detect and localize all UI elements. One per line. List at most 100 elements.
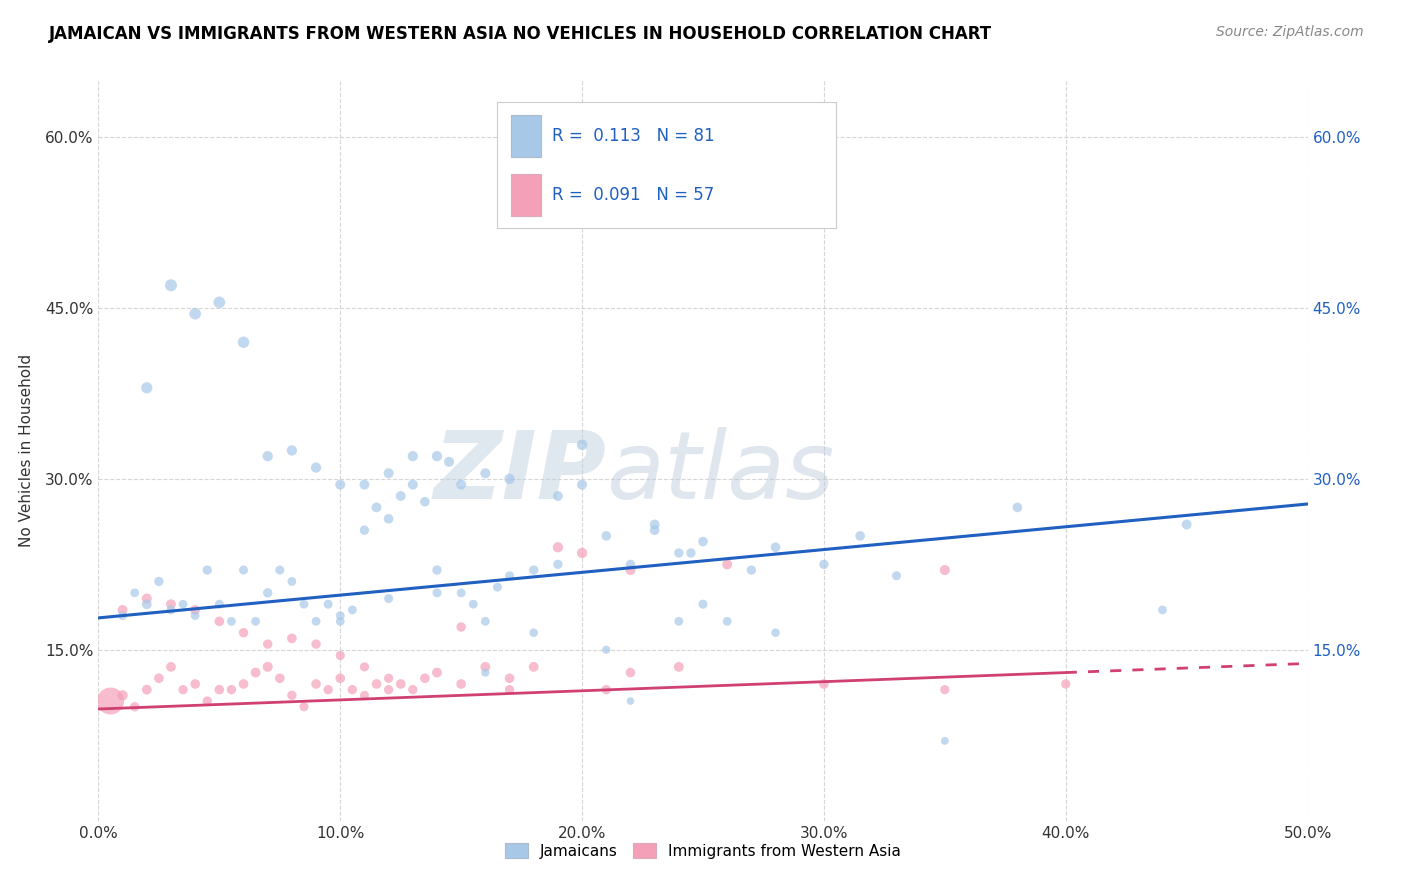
Point — [100, 694, 122, 708]
Point — [292, 699, 315, 714]
Point — [498, 682, 520, 697]
Point — [474, 665, 496, 680]
Point — [426, 586, 449, 600]
Point — [595, 682, 617, 697]
Point — [124, 586, 146, 600]
Point — [111, 608, 134, 623]
Point — [256, 586, 278, 600]
Point — [377, 467, 399, 481]
Point — [316, 597, 339, 611]
Point — [329, 648, 352, 663]
Point — [413, 494, 436, 508]
Point — [474, 467, 496, 481]
Point — [389, 677, 412, 691]
Point — [450, 677, 472, 691]
Point — [523, 660, 546, 674]
Point — [474, 615, 496, 629]
Point — [195, 563, 218, 577]
Point — [450, 586, 472, 600]
Point — [160, 597, 183, 611]
Point — [208, 682, 231, 697]
Point — [124, 699, 146, 714]
Point — [245, 665, 267, 680]
Point — [426, 563, 449, 577]
Point — [135, 591, 157, 606]
Point — [498, 472, 520, 486]
Legend: Jamaicans, Immigrants from Western Asia: Jamaicans, Immigrants from Western Asia — [499, 837, 907, 865]
Point — [353, 689, 375, 703]
Point — [232, 335, 254, 350]
Text: atlas: atlas — [606, 427, 835, 518]
Point — [305, 460, 328, 475]
Point — [135, 682, 157, 697]
Point — [595, 642, 617, 657]
Point — [245, 615, 267, 629]
Point — [281, 574, 304, 589]
Point — [353, 660, 375, 674]
Point — [232, 625, 254, 640]
Point — [316, 682, 339, 697]
Point — [184, 307, 207, 321]
Point — [389, 489, 412, 503]
Point — [305, 615, 328, 629]
Point — [184, 677, 207, 691]
Point — [366, 500, 388, 515]
Point — [172, 682, 194, 697]
Point — [208, 295, 231, 310]
Point — [498, 568, 520, 582]
Point — [547, 489, 569, 503]
Point — [692, 597, 714, 611]
Point — [934, 563, 956, 577]
Point — [160, 603, 183, 617]
Point — [269, 563, 291, 577]
Point — [377, 671, 399, 685]
Point — [426, 665, 449, 680]
Point — [571, 477, 593, 491]
Point — [619, 665, 641, 680]
Point — [619, 558, 641, 572]
Point — [692, 534, 714, 549]
Point — [813, 558, 835, 572]
Point — [208, 615, 231, 629]
Point — [402, 682, 425, 697]
Point — [292, 597, 315, 611]
Point — [221, 615, 243, 629]
Point — [366, 677, 388, 691]
Point — [342, 682, 364, 697]
Point — [221, 682, 243, 697]
Point — [256, 660, 278, 674]
Point — [256, 449, 278, 463]
Point — [305, 637, 328, 651]
Point — [813, 677, 835, 691]
Point — [679, 546, 702, 560]
Point — [595, 529, 617, 543]
Point — [934, 682, 956, 697]
Point — [281, 689, 304, 703]
Point — [413, 671, 436, 685]
Point — [1152, 603, 1174, 617]
Point — [329, 615, 352, 629]
Point — [208, 597, 231, 611]
Point — [172, 597, 194, 611]
Point — [437, 455, 460, 469]
Point — [765, 625, 787, 640]
Point — [148, 574, 170, 589]
Point — [353, 477, 375, 491]
Point — [426, 449, 449, 463]
Point — [402, 477, 425, 491]
Point — [342, 603, 364, 617]
Text: Source: ZipAtlas.com: Source: ZipAtlas.com — [1216, 25, 1364, 39]
Point — [619, 563, 641, 577]
Y-axis label: No Vehicles in Household: No Vehicles in Household — [18, 354, 34, 547]
Point — [135, 597, 157, 611]
Point — [523, 563, 546, 577]
Point — [329, 671, 352, 685]
Point — [184, 608, 207, 623]
Point — [377, 591, 399, 606]
Point — [256, 637, 278, 651]
Point — [402, 449, 425, 463]
Point — [668, 615, 690, 629]
Point — [135, 381, 157, 395]
Point — [934, 734, 956, 748]
Point — [232, 677, 254, 691]
